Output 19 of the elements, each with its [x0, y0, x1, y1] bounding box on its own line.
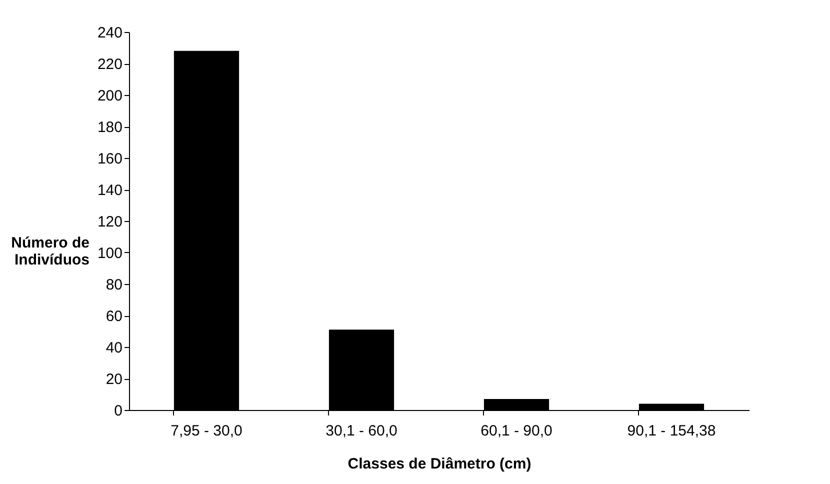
y-tick-label: 60 [106, 308, 122, 325]
y-tick-label: 80 [106, 276, 122, 294]
y-tick-label: 160 [97, 150, 122, 168]
y-tick-label: 240 [97, 24, 122, 42]
x-tick-label: 30,1 - 60,0 [326, 422, 398, 440]
y-tick-label: 20 [106, 371, 122, 388]
y-tick-label: 120 [97, 214, 122, 230]
y-tick-label: 100 [97, 245, 122, 262]
y-tick-label: 140 [97, 182, 122, 199]
y-tick-label: 180 [97, 119, 122, 136]
y-tick-label: 0 [114, 402, 122, 420]
x-axis-title: Classes de Diâmetro (cm) [348, 456, 532, 472]
x-tick-label: 90,1 - 154,38 [627, 422, 716, 440]
y-tick-label: 40 [106, 340, 122, 356]
x-tick-label: 60,1 - 90,0 [480, 422, 552, 440]
y-axis-title: Número de Indivíduos [11, 234, 90, 268]
x-tick-label: 7,95 - 30,0 [170, 422, 242, 440]
y-tick-label: 200 [97, 88, 122, 104]
y-tick-label: 220 [97, 56, 122, 73]
